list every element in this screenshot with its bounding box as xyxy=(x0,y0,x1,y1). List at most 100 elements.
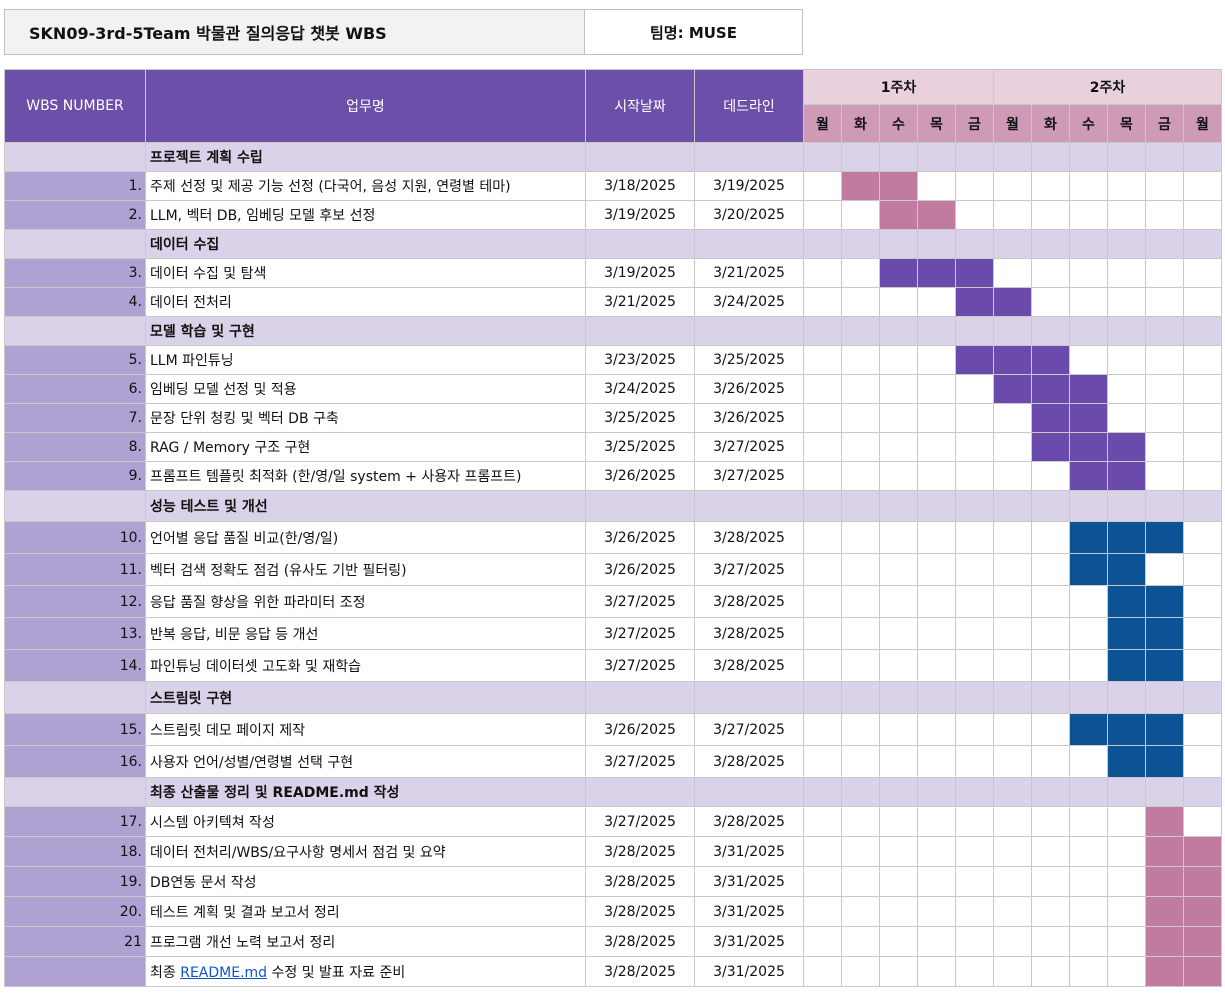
gantt-cell xyxy=(803,553,842,586)
gantt-bar-cell xyxy=(955,258,994,288)
deadline-cell: 3/28/2025 xyxy=(694,745,804,778)
gantt-cell xyxy=(917,432,956,462)
wbs-number-cell: 15. xyxy=(4,713,146,746)
gantt-cell xyxy=(841,345,880,375)
gantt-bar-cell xyxy=(1183,836,1222,867)
gantt-cell xyxy=(841,200,880,230)
gantt-cell xyxy=(955,866,994,897)
gantt-cell xyxy=(879,229,918,259)
category-row: 프로젝트 계획 수립 xyxy=(4,142,1222,172)
gantt-bar-cell xyxy=(955,345,994,375)
deadline-cell: 3/24/2025 xyxy=(694,287,804,317)
gantt-cell xyxy=(879,521,918,554)
gantt-cell xyxy=(1145,142,1184,172)
gantt-bar-cell xyxy=(1069,432,1108,462)
gantt-bar-cell xyxy=(1107,617,1146,650)
start-date-cell: 3/27/2025 xyxy=(585,745,695,778)
task-row: 19. DB연동 문서 작성 3/28/2025 3/31/2025 xyxy=(4,866,1222,897)
gantt-cell xyxy=(1107,316,1146,346)
gantt-bar-cell xyxy=(993,345,1032,375)
gantt-cell xyxy=(841,521,880,554)
header-day: 화 xyxy=(841,104,880,143)
gantt-cell xyxy=(841,585,880,618)
gantt-cell xyxy=(1145,490,1184,522)
gantt-cell xyxy=(955,553,994,586)
header-day: 화 xyxy=(1031,104,1070,143)
wbs-number-cell: 19. xyxy=(4,866,146,897)
gantt-cell xyxy=(841,229,880,259)
gantt-cell xyxy=(993,553,1032,586)
gantt-bar-cell xyxy=(1145,956,1184,987)
gantt-cell xyxy=(993,617,1032,650)
gantt-cell xyxy=(955,142,994,172)
gantt-cell xyxy=(1107,681,1146,714)
gantt-cell xyxy=(841,681,880,714)
gantt-cell xyxy=(803,777,842,807)
gantt-cell xyxy=(1145,432,1184,462)
start-date-cell xyxy=(585,229,695,259)
gantt-cell xyxy=(1183,258,1222,288)
gantt-cell xyxy=(1031,521,1070,554)
category-label: 최종 산출물 정리 및 README.md 작성 xyxy=(145,777,586,807)
start-date-cell: 3/28/2025 xyxy=(585,866,695,897)
header-wbs-number: WBS NUMBER xyxy=(4,69,146,143)
gantt-cell xyxy=(1183,806,1222,837)
gantt-cell xyxy=(993,896,1032,927)
task-row: 9. 프롬프트 템플릿 최적화 (한/영/일 system + 사용자 프롬프트)… xyxy=(4,461,1222,491)
gantt-cell xyxy=(993,713,1032,746)
gantt-cell xyxy=(1069,171,1108,201)
gantt-cell xyxy=(955,745,994,778)
header-day: 금 xyxy=(1145,104,1184,143)
gantt-cell xyxy=(841,777,880,807)
gantt-cell xyxy=(955,229,994,259)
gantt-cell xyxy=(841,142,880,172)
gantt-cell xyxy=(803,836,842,867)
gantt-cell xyxy=(1145,171,1184,201)
start-date-cell xyxy=(585,142,695,172)
gantt-bar-cell xyxy=(879,171,918,201)
task-name: 반복 응답, 비문 응답 등 개선 xyxy=(145,617,586,650)
gantt-cell xyxy=(1183,585,1222,618)
gantt-cell xyxy=(917,777,956,807)
readme-link[interactable]: README.md xyxy=(180,964,268,981)
gantt-cell xyxy=(955,681,994,714)
gantt-bar-cell xyxy=(1069,553,1108,586)
gantt-cell xyxy=(1031,200,1070,230)
gantt-cell xyxy=(1069,806,1108,837)
gantt-bar-cell xyxy=(1107,461,1146,491)
gantt-cell xyxy=(1183,316,1222,346)
wbs-number-cell: 7. xyxy=(4,403,146,433)
gantt-cell xyxy=(993,649,1032,682)
gantt-cell xyxy=(955,171,994,201)
gantt-cell xyxy=(993,866,1032,897)
gantt-cell xyxy=(803,171,842,201)
gantt-cell xyxy=(1145,258,1184,288)
gantt-cell xyxy=(1069,681,1108,714)
wbs-number-cell: 11. xyxy=(4,553,146,586)
start-date-cell: 3/28/2025 xyxy=(585,836,695,867)
task-row: 6. 임베딩 모델 선정 및 적용 3/24/2025 3/26/2025 xyxy=(4,374,1222,404)
gantt-cell xyxy=(955,926,994,957)
gantt-cell xyxy=(879,287,918,317)
wbs-number-cell xyxy=(4,956,146,987)
category-label: 성능 테스트 및 개선 xyxy=(145,490,586,522)
gantt-cell xyxy=(1107,142,1146,172)
gantt-cell xyxy=(917,521,956,554)
gantt-cell xyxy=(1183,649,1222,682)
deadline-cell: 3/31/2025 xyxy=(694,896,804,927)
deadline-cell xyxy=(694,490,804,522)
gantt-cell xyxy=(1069,866,1108,897)
start-date-cell: 3/26/2025 xyxy=(585,713,695,746)
gantt-cell xyxy=(917,866,956,897)
task-name: 시스템 아키텍쳐 작성 xyxy=(145,806,586,837)
title-box: SKN09-3rd-5Team 박물관 질의응답 챗봇 WBS 팀명: MUSE xyxy=(4,9,803,55)
gantt-bar-cell xyxy=(1107,713,1146,746)
task-name: 파인튜닝 데이터셋 고도화 및 재학습 xyxy=(145,649,586,682)
gantt-cell xyxy=(917,649,956,682)
task-row: 13. 반복 응답, 비문 응답 등 개선 3/27/2025 3/28/2025 xyxy=(4,617,1222,650)
gantt-cell xyxy=(993,171,1032,201)
gantt-cell xyxy=(1031,745,1070,778)
gantt-bar-cell xyxy=(1145,617,1184,650)
gantt-cell xyxy=(803,896,842,927)
task-name: RAG / Memory 구조 구현 xyxy=(145,432,586,462)
